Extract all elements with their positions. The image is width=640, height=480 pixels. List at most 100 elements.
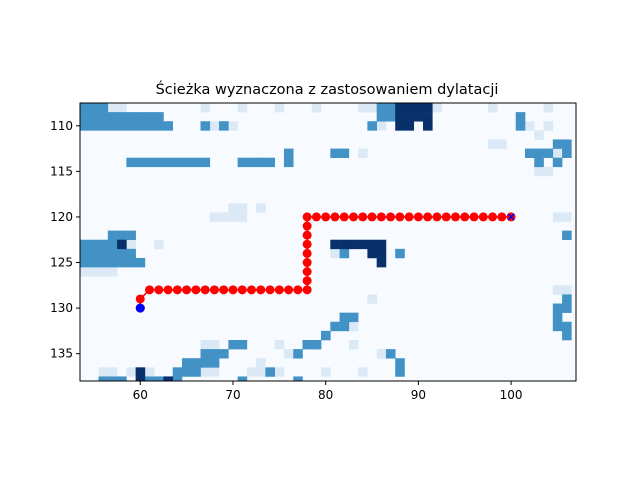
heatmap-cell-medium [172, 367, 183, 377]
heatmap-cell-medium [126, 121, 136, 131]
path-point [172, 285, 182, 295]
heatmap-cell-medium [552, 139, 563, 149]
heatmap-cell-medium [283, 148, 294, 158]
heatmap-cell-light [154, 239, 164, 250]
path-point [302, 239, 312, 249]
heatmap-cell-light [200, 339, 211, 350]
heatmap-cell-dark [404, 103, 415, 113]
heatmap-cell-medium [237, 339, 248, 350]
path-point [339, 212, 349, 222]
heatmap-cell-medium [117, 376, 127, 381]
y-tick-label: 120 [50, 210, 73, 224]
heatmap-cell-light [274, 339, 285, 350]
path-point [450, 212, 460, 222]
heatmap-cell-light [117, 103, 127, 113]
heatmap-cell-medium [80, 103, 90, 113]
heatmap-cell-medium [237, 157, 248, 168]
path-point [367, 212, 377, 222]
heatmap-cell-medium [126, 157, 136, 168]
path-point [395, 212, 405, 222]
heatmap-cell-light [228, 203, 238, 213]
path-point [404, 212, 414, 222]
heatmap-cell-medium [117, 121, 127, 131]
heatmap-cell-medium [144, 121, 155, 131]
heatmap-cell-light [534, 130, 544, 140]
heatmap-cell-medium [107, 248, 118, 259]
heatmap-cell-medium [339, 148, 350, 158]
heatmap-cell-medium [80, 121, 90, 131]
heatmap-cell-medium [191, 157, 201, 168]
heatmap-cell-medium [191, 358, 201, 368]
path-point [274, 285, 284, 295]
heatmap-cell-medium [117, 257, 127, 268]
heatmap-cell-medium [515, 121, 526, 131]
path-point [358, 212, 368, 222]
heatmap-cell-dark [395, 103, 405, 113]
heatmap-cell-medium [562, 148, 572, 158]
heatmap-cell-medium [154, 376, 164, 381]
heatmap-cell-medium [228, 339, 238, 350]
goal-marker [507, 213, 515, 221]
plot-frame [79, 102, 577, 382]
heatmap-cell-medium [200, 349, 211, 359]
heatmap-cell-light [200, 367, 211, 377]
heatmap-cell-medium [181, 358, 192, 368]
heatmap-cell-medium [135, 112, 146, 122]
heatmap-cell-medium [385, 112, 396, 122]
heatmap-cell-dark [413, 112, 424, 122]
heatmap-cell-medium [302, 339, 313, 350]
heatmap-cell-light [246, 367, 257, 377]
path-point [497, 212, 507, 222]
heatmap-cell-medium [107, 230, 118, 241]
heatmap-cell-medium [89, 121, 99, 131]
path-point [265, 285, 275, 295]
heatmap-cell-light [256, 358, 266, 368]
heatmap-cell-light [209, 121, 220, 131]
heatmap-cell-medium [552, 157, 563, 168]
heatmap-cell-medium [237, 376, 248, 381]
heatmap-cell-medium [117, 248, 127, 259]
heatmap-cell-medium [135, 157, 146, 168]
heatmap-cell-medium [89, 248, 99, 259]
heatmap-cell-medium [154, 157, 164, 168]
heatmap-cell-medium [385, 349, 396, 359]
heatmap-cell-medium [98, 112, 109, 122]
heatmap-cell-light [283, 349, 294, 359]
heatmap-cell-medium [144, 376, 155, 381]
path-point [348, 212, 358, 222]
heatmap-cell-medium [534, 148, 544, 158]
heatmap-cell-light [256, 203, 266, 213]
heatmap-cell-medium [200, 121, 211, 131]
heatmap-cell-medium [562, 230, 572, 241]
heatmap-cell-light [348, 339, 359, 350]
heatmap-cell-light [228, 121, 238, 131]
y-tick-label: 115 [50, 164, 73, 178]
heatmap-cell-medium [552, 312, 563, 323]
heatmap-cell-medium [562, 303, 572, 313]
path-point [191, 285, 201, 295]
path-point [423, 212, 433, 222]
heatmap-cell-medium [246, 157, 257, 168]
heatmap-cell-medium [107, 376, 118, 381]
heatmap-cells [80, 103, 572, 381]
heatmap-cell-light [200, 103, 211, 113]
heatmap-cell-medium [126, 112, 136, 122]
x-tick-label: 60 [133, 388, 148, 402]
heatmap-cell-light [107, 267, 118, 277]
heatmap-cell-dark [395, 112, 405, 122]
path-point [311, 212, 321, 222]
heatmap-cell-medium [339, 321, 350, 332]
heatmap-cell-medium [98, 121, 109, 131]
heatmap-cell-medium [293, 349, 303, 359]
path-point [302, 221, 312, 231]
heatmap-cell-dark [423, 103, 433, 113]
heatmap-cell-light [358, 103, 368, 113]
path-markers [135, 212, 516, 313]
heatmap-cell-light [274, 367, 285, 377]
path-point [478, 212, 488, 222]
heatmap-cell-medium [163, 157, 174, 168]
path-point [247, 285, 257, 295]
heatmap-cell-medium [562, 321, 572, 332]
path-point [302, 276, 312, 286]
